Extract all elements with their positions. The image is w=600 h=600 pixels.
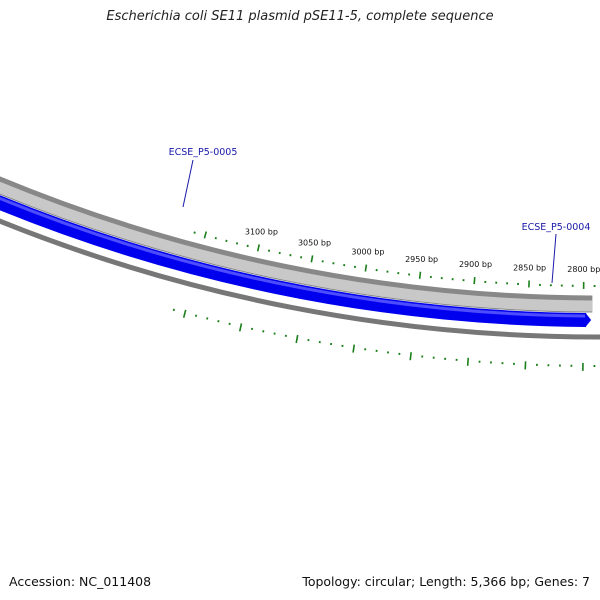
major-tick-inner: [182, 309, 187, 318]
gene-label[interactable]: ECSE_P5-0005: [169, 147, 238, 158]
tick-label: 2950 bp: [405, 255, 438, 264]
major-tick-inner: [352, 344, 356, 353]
backbone-separator: [0, 213, 600, 333]
minor-tick: [193, 231, 196, 234]
tick-label: 3100 bp: [245, 228, 278, 237]
tick-label: 2900 bp: [459, 260, 492, 269]
major-tick: [203, 231, 207, 239]
gene-arrow-ECSE_P5-0005: [0, 195, 587, 327]
gene-arrowhead: [585, 312, 592, 328]
major-tick-inner: [466, 357, 470, 366]
gene-arrow-highlight: [0, 196, 587, 318]
tick-label: 3000 bp: [351, 248, 384, 257]
map-title: Escherichia coli SE11 plasmid pSE11-5, c…: [106, 9, 494, 24]
major-tick-inner: [238, 323, 243, 332]
gene-label-leader: [182, 159, 194, 208]
major-tick-inner: [295, 334, 299, 344]
major-tick-inner: [409, 352, 412, 361]
major-tick: [364, 264, 368, 272]
minor-tick-inner: [172, 308, 175, 312]
backbone-circle: [0, 218, 600, 340]
gene-label[interactable]: ECSE_P5-0004: [522, 222, 591, 233]
major-tick: [418, 271, 422, 279]
gene-label-leader: [551, 233, 557, 284]
gc-band-inner: [0, 181, 593, 312]
sequence-summary: Topology: circular; Length: 5,366 bp; Ge…: [302, 574, 590, 589]
tick-label: 2850 bp: [513, 264, 546, 273]
major-tick: [310, 255, 314, 263]
major-tick: [473, 277, 476, 285]
tick-label: 3050 bp: [298, 239, 331, 248]
accession-text: Accession: NC_011408: [9, 574, 152, 589]
major-tick: [256, 244, 260, 252]
tick-label: 2800 bp: [567, 265, 600, 274]
